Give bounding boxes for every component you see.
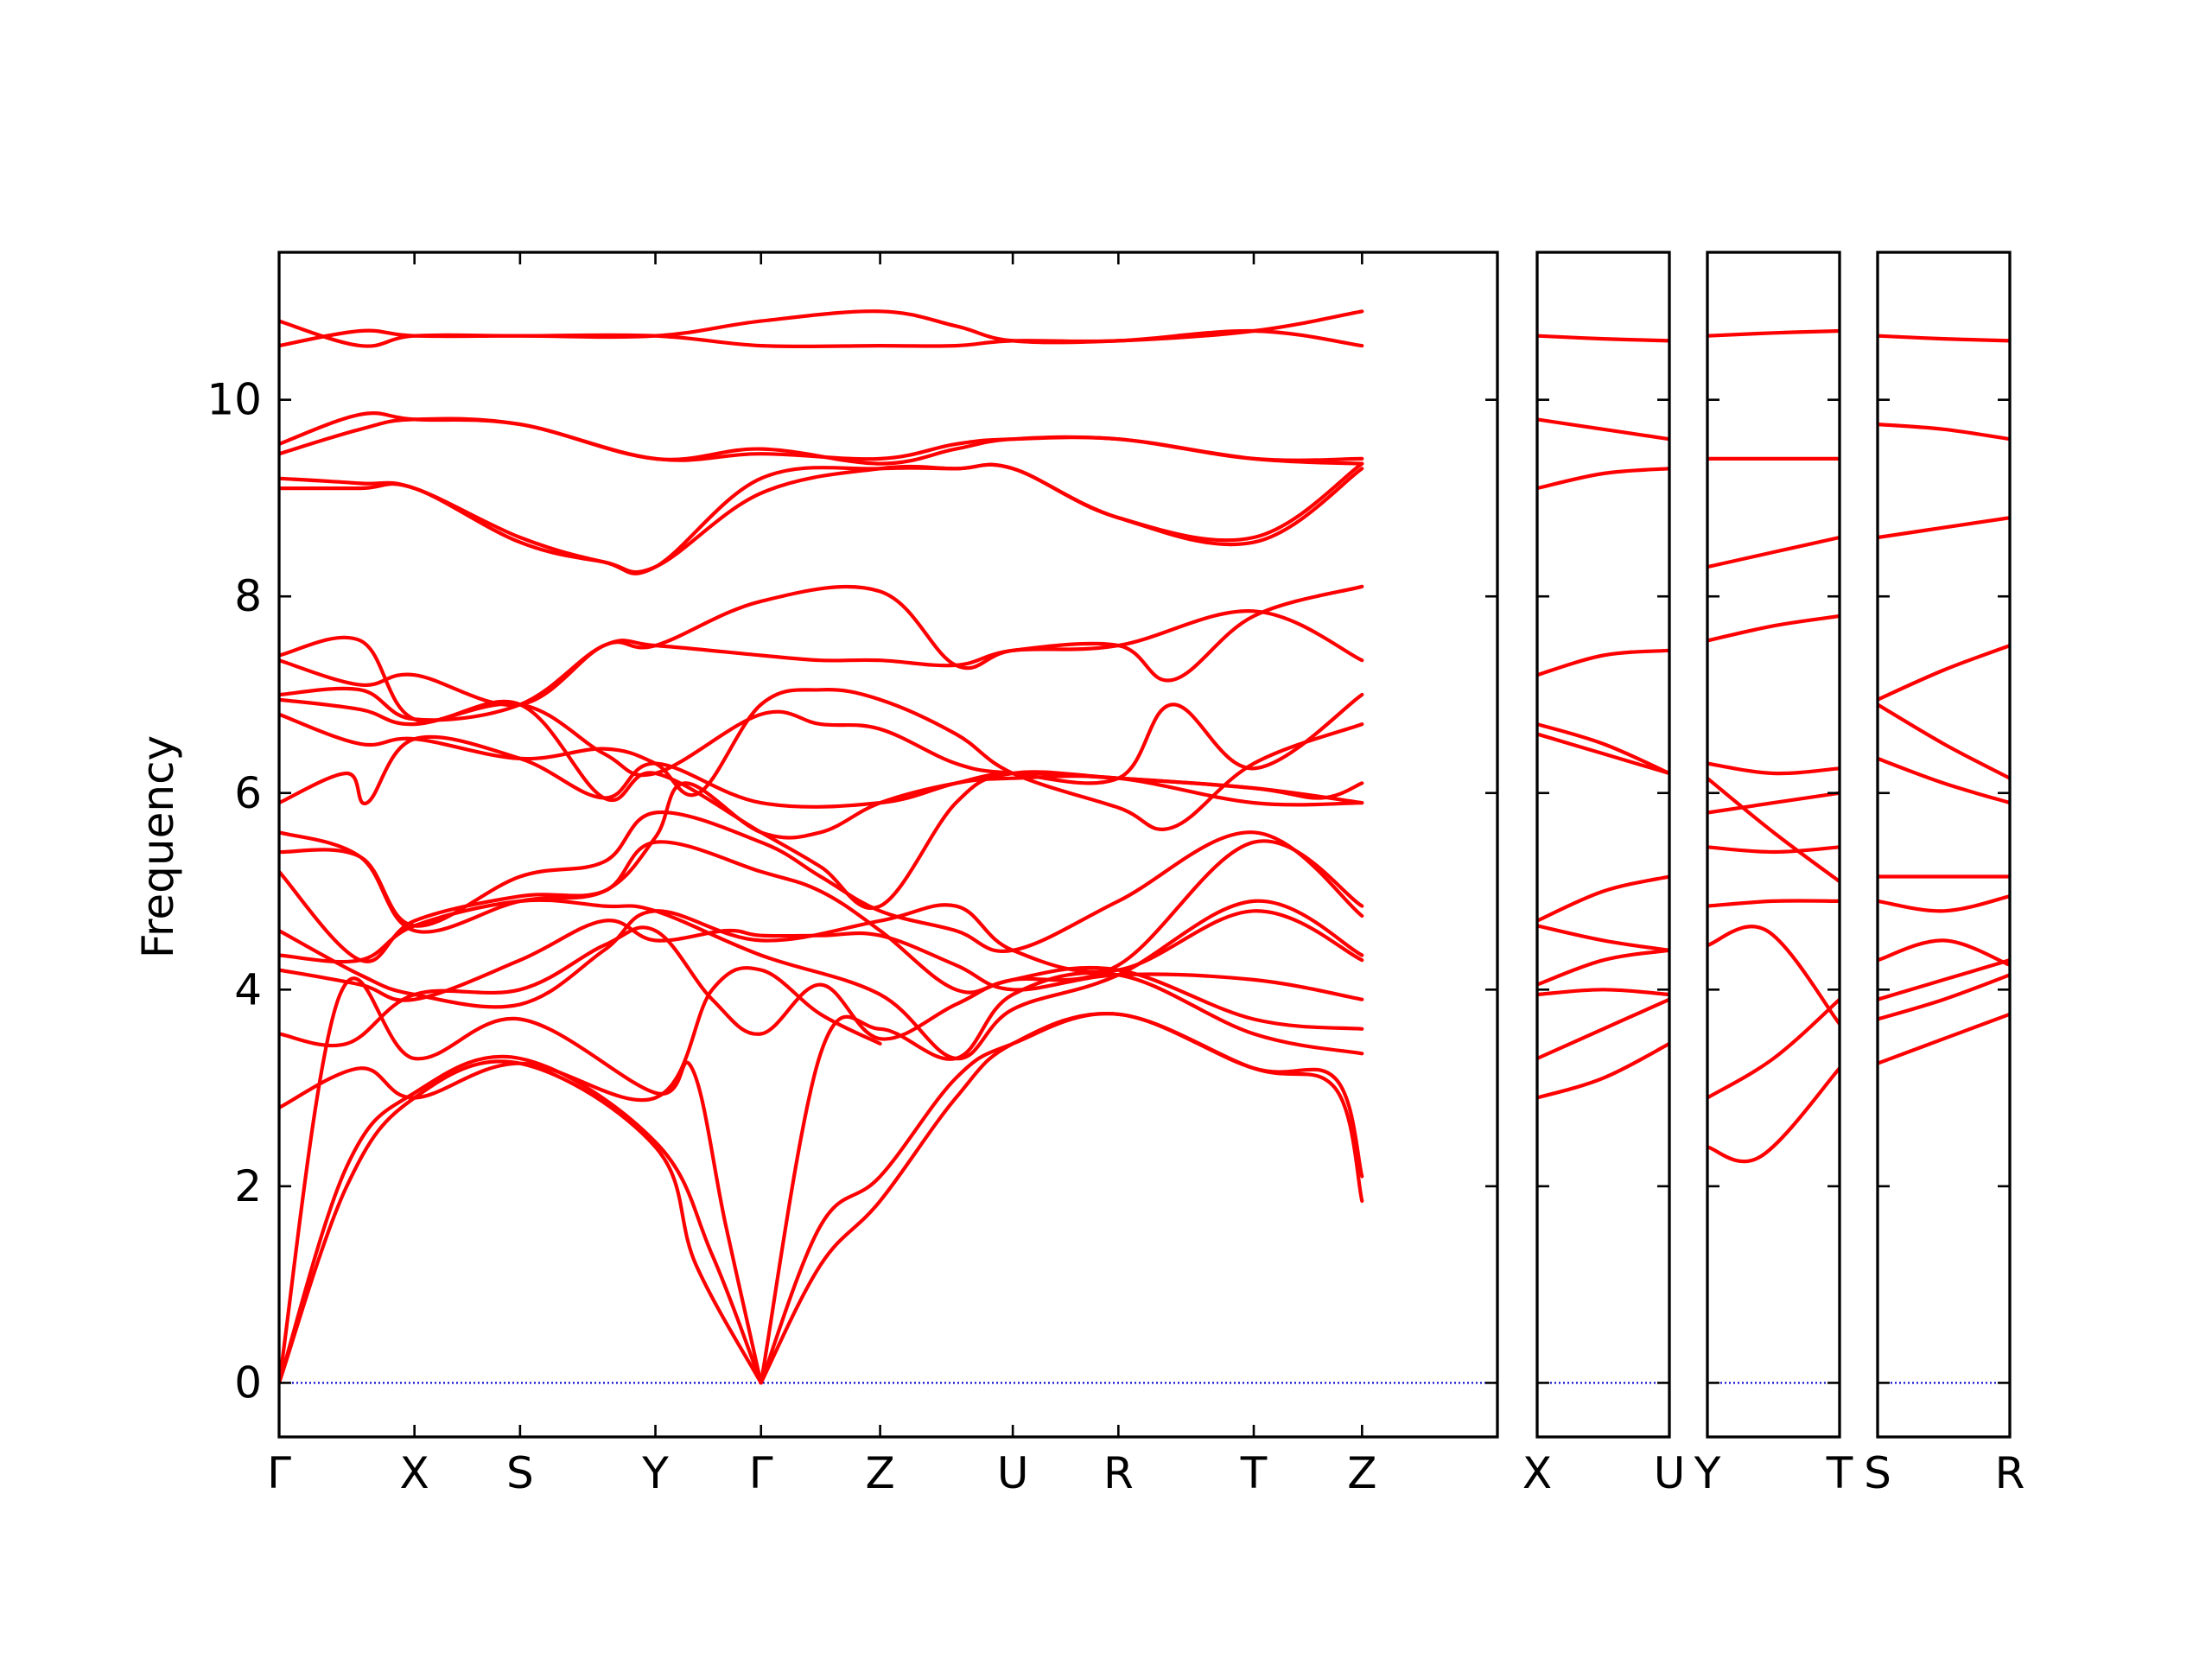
- y-tick-label: 8: [234, 571, 262, 621]
- x-tick-label: Z: [1347, 1448, 1376, 1498]
- x-tick-label: R: [1995, 1448, 2025, 1498]
- phonon-band-8: [1537, 722, 1669, 776]
- phonon-band-7: [279, 966, 882, 1109]
- x-tick-label: Γ: [749, 1448, 773, 1498]
- band-lines: [1537, 334, 1669, 1100]
- phonon-band-6: [1707, 791, 1840, 815]
- phonon-band-6: [759, 970, 1364, 1385]
- phonon-band-9: [1707, 613, 1840, 643]
- phonon-band-8: [1878, 702, 2010, 780]
- x-tick-label: T: [1240, 1448, 1268, 1498]
- phonon-band-12: [1707, 328, 1840, 338]
- phonon-band-13: [279, 810, 1364, 953]
- phonon-band-24: [279, 411, 1364, 466]
- phonon-band-16: [279, 688, 1364, 831]
- x-tick-label: U: [997, 1448, 1029, 1498]
- phonon-band-1: [1707, 1066, 1840, 1164]
- phonon-band-5: [1878, 894, 2010, 913]
- y-tick-label: 10: [207, 375, 262, 425]
- phonon-band-3: [1878, 958, 2010, 1001]
- phonon-band-3: [279, 976, 763, 1385]
- phonon-band-8: [1707, 761, 1840, 776]
- phonon-band-9: [1878, 644, 2010, 702]
- phonon-band-19: [279, 584, 1364, 708]
- phonon-band-10: [1537, 467, 1669, 491]
- phonon-band-2: [1878, 973, 2010, 1021]
- x-tick-label: U: [1654, 1448, 1686, 1498]
- panel-frame: [1706, 251, 1841, 1439]
- y-tick-label: 2: [234, 1161, 262, 1211]
- phonon-band-10: [1707, 535, 1840, 569]
- phonon-band-3: [1707, 925, 1840, 1027]
- x-tick-label: S: [1864, 1448, 1891, 1498]
- phonon-band-12: [1878, 334, 2010, 343]
- phonon-band-26: [279, 309, 1364, 348]
- x-tick-label: R: [1103, 1448, 1134, 1498]
- phonon-band-4: [1878, 938, 2010, 967]
- phonon-band-3: [1537, 988, 1669, 997]
- phonon-band-12: [279, 839, 1364, 995]
- x-tick-label: Γ: [267, 1448, 291, 1498]
- y-tick-label: 4: [234, 964, 262, 1014]
- y-tick-label: 6: [234, 768, 262, 818]
- x-tick-label: X: [1522, 1448, 1552, 1498]
- phonon-band-9: [1537, 648, 1669, 677]
- panel-frame: [277, 251, 1499, 1439]
- phonon-band-12: [1537, 334, 1669, 343]
- phonon-band-1: [1537, 1041, 1669, 1100]
- phonon-band-7: [1878, 756, 2010, 805]
- x-tick-label: Y: [1694, 1448, 1721, 1498]
- phonon-band-7: [1537, 732, 1669, 776]
- panel-frame: [1535, 251, 1671, 1439]
- phonon-band-5: [1707, 845, 1840, 855]
- band-lines: [1878, 334, 2010, 1065]
- phonon-band-11: [1537, 417, 1669, 442]
- phonon-band-7: [1707, 776, 1840, 884]
- phonon-band-1: [1878, 1012, 2010, 1065]
- phonon-band-11: [1878, 423, 2010, 442]
- phonon-band-20: [279, 635, 1364, 910]
- phonon-band-22: [279, 461, 1364, 575]
- phonon-band-11: [279, 903, 1364, 1009]
- x-tick-label: Z: [865, 1448, 894, 1498]
- panel-frame: [1876, 251, 2012, 1439]
- phonon-band-5: [1537, 924, 1669, 952]
- band-lines: [1707, 328, 1840, 1164]
- x-tick-label: T: [1826, 1448, 1853, 1498]
- phonon-band-2: [1537, 997, 1669, 1061]
- phonon-band-2: [279, 1054, 763, 1385]
- phonon-band-2: [1707, 997, 1840, 1100]
- phonon-band-18: [279, 584, 1364, 722]
- phonon-band-6: [1537, 874, 1669, 923]
- x-tick-label: Y: [641, 1448, 669, 1498]
- x-tick-label: X: [400, 1448, 429, 1498]
- panel-1: Γ X S Y Γ Z U R T Z 0 2 4 6 8 10: [207, 251, 1499, 1498]
- phonon-band-4: [1537, 948, 1669, 987]
- phonon-band-5: [759, 1012, 1364, 1385]
- y-axis-label: Frequency: [133, 735, 183, 958]
- phonon-band-4: [1707, 899, 1840, 908]
- phonon-band-10: [1878, 516, 2010, 540]
- y-tick-label: 0: [234, 1357, 262, 1408]
- x-tick-label: S: [506, 1448, 534, 1498]
- band-lines: [279, 309, 1364, 1385]
